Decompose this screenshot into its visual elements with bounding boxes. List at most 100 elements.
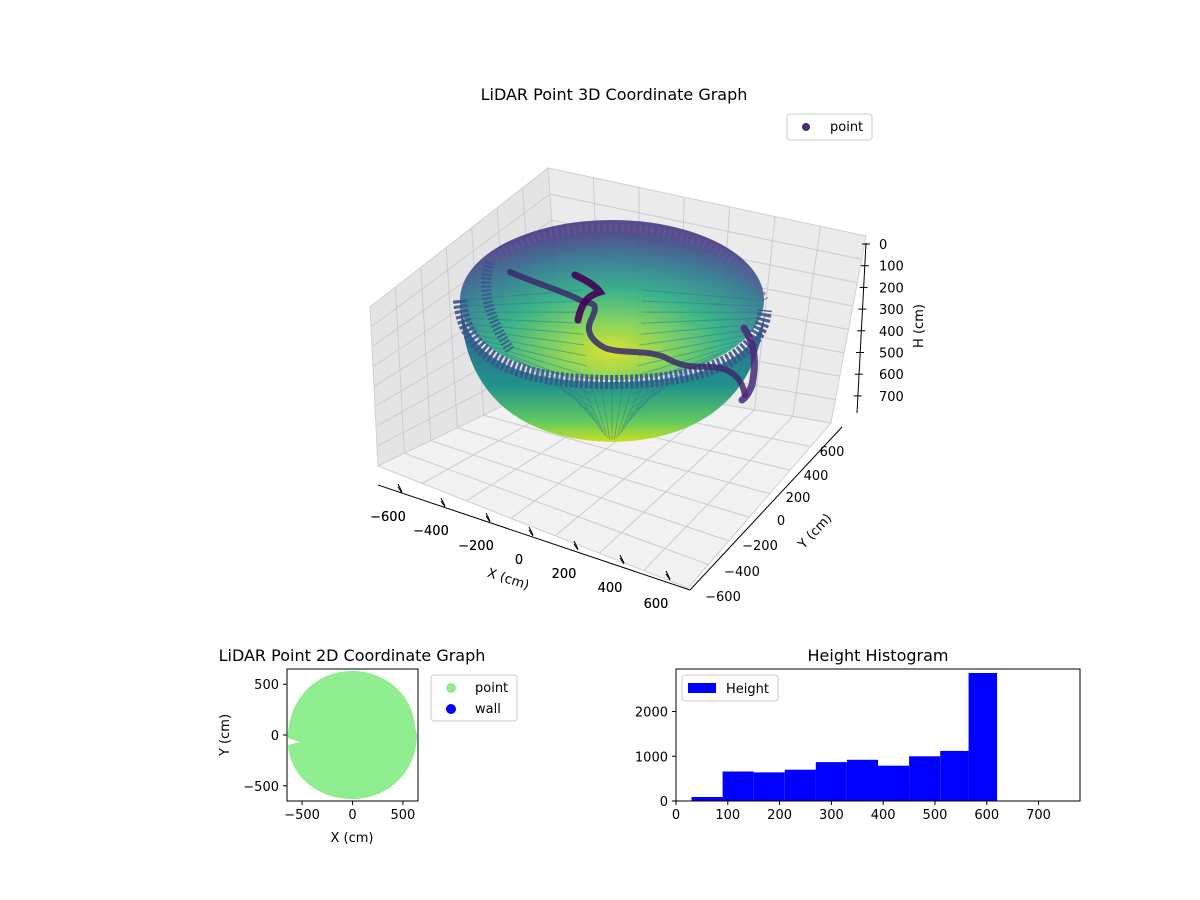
y-tick-label-hist: 2000 — [635, 706, 668, 721]
x-tick-label-3d: −600 — [370, 510, 406, 525]
ticks-hist: 0 100 200 300 400 500 600 700 0 1000 2000 — [635, 706, 1051, 823]
bowl-cut-edge — [481, 260, 515, 353]
3d-ticks: −600−400−2000200400600−600−400−200020040… — [370, 238, 904, 612]
x-tick-label-3d: 0 — [515, 553, 523, 568]
y-axis-line — [689, 426, 843, 591]
histogram-bar — [909, 756, 941, 801]
x-tick-mark-3d — [573, 540, 579, 550]
bowl-rib — [618, 375, 648, 436]
bowl-rib — [637, 340, 741, 367]
histogram-bar — [722, 771, 754, 801]
x-grid-floor-3d — [643, 416, 794, 571]
z-grid-left-3d — [370, 193, 551, 328]
y-tick-label-3d: 400 — [804, 469, 829, 484]
legend-2d-marker-wall — [446, 704, 456, 714]
y-grid-floor-3d — [483, 414, 770, 495]
x-tick-label-hist: 300 — [819, 808, 844, 823]
y-tick-label-2d: 0 — [271, 729, 279, 744]
x-tick-mark-3d — [440, 497, 446, 507]
legend-hist-swatch — [688, 683, 716, 693]
y-tick-label-3d: −200 — [742, 539, 778, 554]
x-tick-label-hist: 700 — [1026, 808, 1051, 823]
bowl-rib — [554, 371, 601, 429]
y-axis-label-2d: Y (cm) — [218, 714, 233, 757]
legend-3d: point — [786, 113, 873, 141]
bowl-inner-surface — [460, 220, 764, 380]
bowl-rib — [490, 345, 588, 377]
z-axis-line — [856, 242, 867, 414]
x-tick-label-2d: −500 — [284, 808, 320, 823]
x-axis-line — [377, 484, 691, 591]
histogram-bar — [940, 750, 969, 801]
point-disc — [288, 671, 417, 799]
y-grid-floor-3d — [404, 452, 709, 565]
y-grid-floor-3d — [430, 440, 730, 542]
x-tick-label-3d: −600 — [370, 510, 406, 525]
histogram-bar — [815, 762, 847, 801]
histogram-bar — [846, 759, 878, 801]
chart-title-2d: LiDAR Point 2D Coordinate Graph — [219, 646, 486, 665]
bowl-rib — [613, 377, 625, 440]
scatter-2d: LiDAR Point 2D Coordinate Graph −500 0 500… — [218, 646, 518, 846]
x-tick-label-3d: 200 — [552, 567, 577, 582]
bowl-rib — [533, 366, 597, 417]
z-tick-label-3d: 400 — [879, 325, 904, 340]
bowl-rib — [466, 317, 583, 324]
z-tick-label-3d: 0 — [879, 238, 887, 253]
x-tick-label-hist: 200 — [767, 808, 792, 823]
y-axis-label-3d: Y (cm) — [795, 511, 835, 553]
legend-2d: point wall — [430, 674, 518, 722]
y-tick-label-2d: 500 — [254, 678, 279, 693]
legend-2d-marker-point — [446, 683, 456, 693]
x-tick-label-2d: 500 — [390, 808, 415, 823]
histogram-bar — [968, 673, 998, 801]
x-tick-label-2d: 0 — [348, 808, 356, 823]
x-tick-label-3d: 400 — [598, 581, 623, 596]
x-tick-mark-3d — [665, 570, 671, 580]
floor-pane — [376, 376, 832, 589]
bowl-rib — [632, 354, 719, 395]
wall-trace-right — [738, 324, 758, 404]
x-tick-label-3d: 200 — [552, 567, 577, 582]
bowl-rib — [469, 323, 584, 335]
x-tick-mark-3d — [619, 557, 625, 565]
x-tick-mark-3d — [528, 526, 534, 536]
bowl-rib — [641, 300, 762, 307]
wall-trace-upper — [571, 271, 606, 324]
bowl-rib — [576, 375, 606, 436]
bowl-rib — [640, 323, 755, 335]
x-tick-label-3d: 600 — [644, 597, 669, 612]
y-tick-label-hist: 0 — [660, 795, 668, 810]
x-tick-label-hist: 500 — [923, 808, 948, 823]
x-axis-label-3d: X (cm) — [485, 566, 531, 594]
bowl-rib — [543, 369, 599, 424]
bowl-rib — [641, 317, 758, 324]
bowl-rib — [625, 369, 681, 424]
z-tick-label-3d: 700 — [879, 390, 904, 405]
bowl-rib — [629, 362, 701, 411]
bowl-surface — [453, 220, 772, 442]
bowl-rib — [641, 289, 763, 301]
bowl-rib — [636, 345, 734, 377]
bowl-rib — [599, 377, 611, 440]
x-tick-label-3d: −400 — [413, 524, 449, 539]
z-tick-label-3d: 500 — [879, 347, 904, 362]
legend-2d-label-wall: wall — [475, 702, 501, 717]
z-tick-label-3d: 300 — [879, 303, 904, 318]
plot-frame-hist — [675, 668, 1081, 802]
x-tick-mark-3d — [619, 554, 625, 564]
x-tick-label-hist: 0 — [672, 808, 680, 823]
bowl-outer-surface — [460, 300, 765, 442]
legend-hist-frame — [681, 674, 779, 702]
x-tick-label-3d: 400 — [598, 581, 623, 596]
y-tick-label-3d: 600 — [820, 445, 845, 460]
x-tick-label-hist: 400 — [871, 808, 896, 823]
legend-hist-label: Height — [726, 682, 769, 697]
bowl-rib — [462, 300, 583, 307]
bowl-rib — [497, 350, 590, 386]
bowl-rib — [483, 340, 587, 367]
x-tick-mark-3d — [485, 512, 491, 522]
wall-trace — [507, 269, 748, 398]
x-tick-label-hist: 100 — [715, 808, 740, 823]
histogram-bar — [878, 765, 910, 801]
